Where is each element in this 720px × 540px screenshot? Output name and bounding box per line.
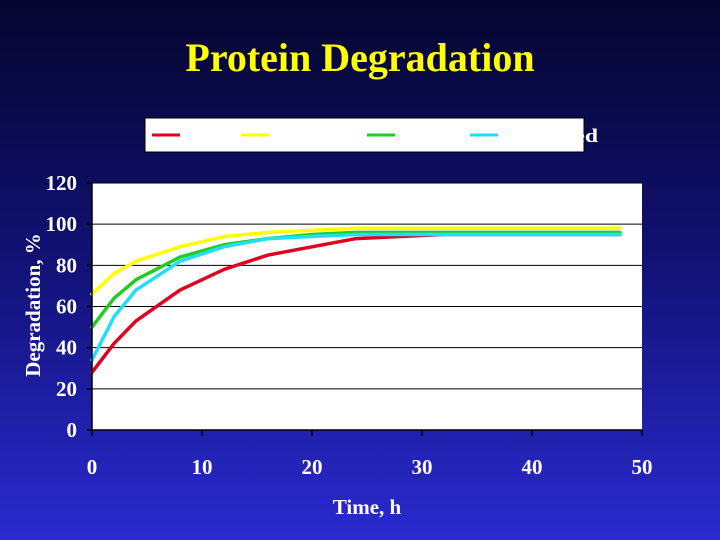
y-tick-label: 120 (46, 171, 78, 195)
y-tick-label: 60 (56, 295, 77, 319)
legend-label-linseed: Linseed (399, 126, 488, 147)
x-tick-label: 50 (632, 455, 653, 479)
series-line-sunflower (90, 226, 622, 296)
x-tick-label: 30 (412, 455, 433, 479)
series-line-rapeseed (90, 232, 622, 362)
y-tick-labels: 0 20 40 60 80 100 120 (46, 171, 92, 442)
legend-box (144, 117, 585, 153)
gridlines (92, 182, 642, 390)
x-tick-labels: 0 10 20 30 40 50 (87, 430, 653, 479)
x-tick-label: 10 (192, 455, 213, 479)
series-line-linseed (90, 230, 622, 329)
chart-title: Protein Degradation (185, 35, 535, 80)
x-tick-label: 0 (87, 455, 98, 479)
legend: FFSB Sunflower Linseed Rapeseed (144, 117, 599, 153)
y-axis-title: Degradation, % (21, 233, 45, 377)
y-tick-label: 40 (56, 336, 77, 360)
legend-label-sunflower: Sunflower (273, 126, 382, 147)
legend-label-rapeseed: Rapeseed (502, 126, 599, 147)
x-tick-label: 40 (522, 455, 543, 479)
x-tick-label: 20 (302, 455, 323, 479)
series-lines (90, 226, 622, 375)
y-tick-label: 20 (56, 377, 77, 401)
x-axis-title: Time, h (333, 495, 402, 519)
y-tick-label: 100 (46, 212, 78, 236)
y-tick-label: 0 (67, 418, 78, 442)
legend-label-ffsb: FFSB (184, 126, 257, 147)
y-tick-label: 80 (56, 253, 77, 277)
